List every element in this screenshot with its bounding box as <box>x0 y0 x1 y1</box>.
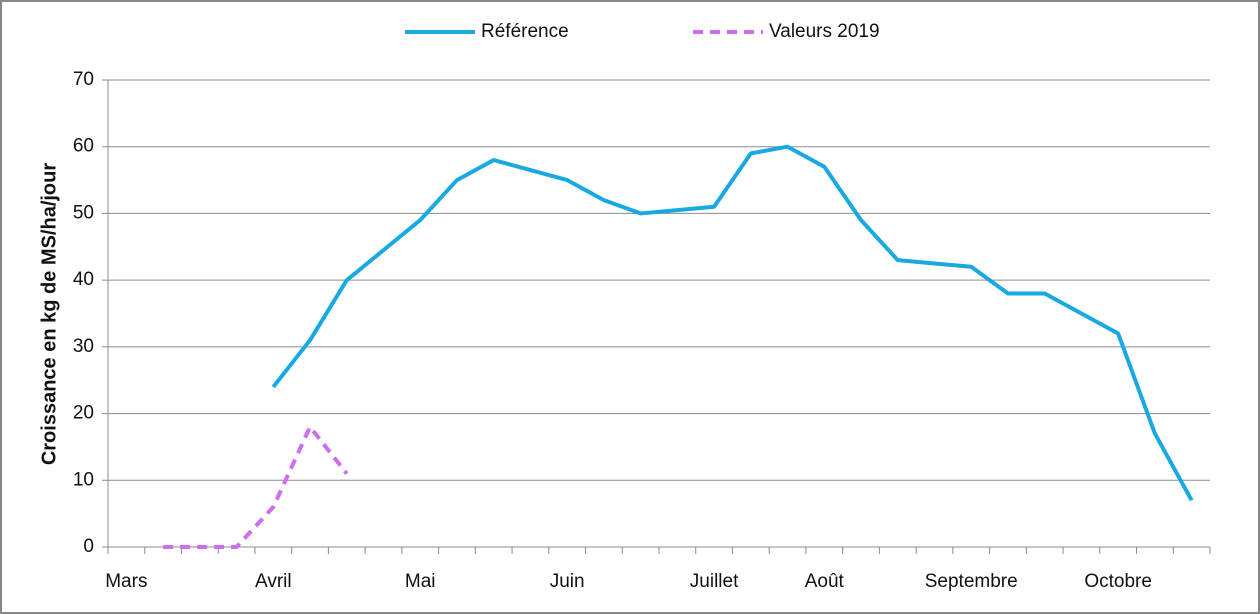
x-tick-label: Juillet <box>690 571 739 592</box>
y-tick-label: 0 <box>83 536 94 557</box>
x-tick-label: Mars <box>105 571 147 592</box>
series-line <box>271 144 1194 502</box>
legend-label: Référence <box>481 21 569 42</box>
x-tick-label: Mai <box>405 571 436 592</box>
y-tick-label: 10 <box>73 469 94 490</box>
series-line <box>163 424 349 549</box>
y-tick-label: 40 <box>73 269 94 290</box>
y-tick-label: 60 <box>73 136 94 157</box>
x-tick-label: Septembre <box>925 571 1018 592</box>
y-tick-label: 50 <box>73 202 94 223</box>
y-tick-label: 30 <box>73 336 94 357</box>
x-tick-label: Octobre <box>1084 571 1152 592</box>
legend-label: Valeurs 2019 <box>769 21 880 42</box>
x-tick-label: Avril <box>255 571 292 592</box>
y-tick-label: 20 <box>73 403 94 424</box>
x-tick-label: Août <box>805 571 845 592</box>
x-tick-label: Juin <box>550 571 585 592</box>
y-axis-label: Croissance en kg de MS/ha/jour <box>38 163 60 466</box>
y-tick-label: 70 <box>73 69 94 90</box>
